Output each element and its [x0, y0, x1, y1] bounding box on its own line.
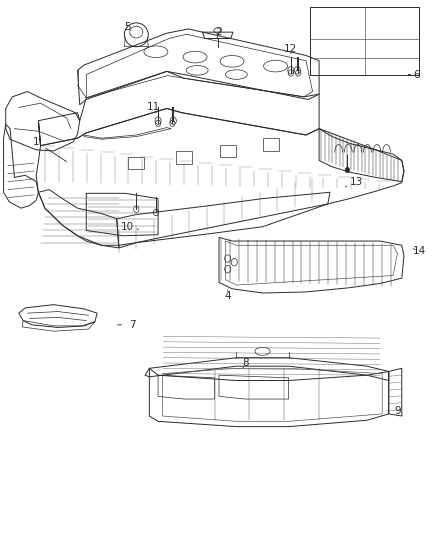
- Text: 6: 6: [408, 70, 420, 79]
- Bar: [177, 151, 192, 164]
- Bar: [263, 138, 279, 151]
- Text: 8: 8: [242, 358, 248, 368]
- Text: 10: 10: [121, 222, 138, 232]
- Text: 9: 9: [387, 406, 401, 416]
- Text: 14: 14: [413, 246, 426, 256]
- Text: 4: 4: [224, 290, 231, 301]
- Text: 2: 2: [215, 27, 223, 38]
- Text: 7: 7: [117, 320, 135, 330]
- Text: 5: 5: [124, 22, 131, 35]
- Bar: [220, 144, 236, 157]
- Bar: [128, 157, 144, 169]
- Circle shape: [345, 167, 350, 173]
- Text: 1: 1: [33, 137, 67, 161]
- Text: 11: 11: [147, 102, 160, 112]
- Text: 12: 12: [284, 44, 297, 54]
- Text: 13: 13: [345, 176, 363, 187]
